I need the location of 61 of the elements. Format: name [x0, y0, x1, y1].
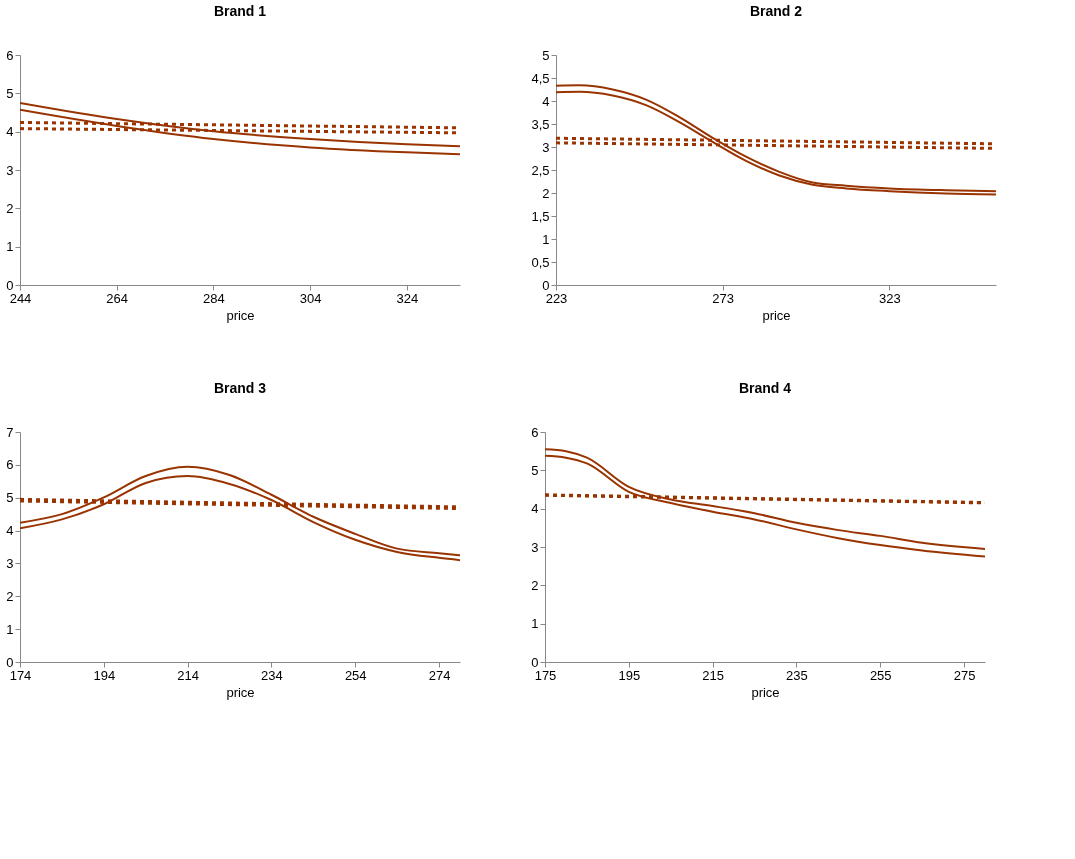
x-tick-label: 214: [177, 667, 199, 683]
x-tick-label: 324: [396, 290, 419, 306]
y-tick-label: 2: [542, 185, 550, 201]
x-tick-label: 234: [261, 667, 283, 683]
y-tick-label: 4: [542, 93, 550, 109]
y-tick-label: 5: [6, 85, 14, 101]
y-tick-label: 0,5: [531, 254, 550, 270]
y-tick-label: 1: [542, 231, 550, 247]
y-tick-label: 6: [531, 424, 539, 440]
y-tick-label: 0: [531, 654, 539, 670]
y-tick-label: 4: [6, 523, 14, 539]
x-axis-title: price: [762, 307, 791, 323]
x-tick-label: 195: [618, 667, 641, 683]
y-tick-label: 0: [542, 277, 550, 293]
y-tick-label: 0: [6, 654, 14, 670]
y-tick-label: 1: [6, 621, 14, 637]
x-tick-label: 264: [106, 290, 129, 306]
x-tick-label: 323: [878, 290, 901, 306]
chart-title: Brand 4: [738, 380, 792, 396]
x-tick-label: 215: [702, 667, 724, 683]
chart-title: Brand 2: [749, 3, 803, 19]
y-tick-label: 2: [531, 577, 539, 593]
x-tick-label: 194: [93, 667, 116, 683]
y-tick-label: 1: [6, 239, 14, 255]
y-tick-label: 6: [6, 457, 14, 473]
x-tick-label: 273: [712, 290, 735, 306]
y-tick-label: 1: [531, 616, 539, 632]
x-tick-label: 174: [9, 667, 32, 683]
x-axis-title: price: [226, 684, 255, 700]
y-tick-label: 4: [531, 501, 539, 517]
x-axis-title: price: [226, 307, 255, 323]
x-tick-label: 304: [299, 290, 322, 306]
chart-title: Brand 1: [213, 3, 267, 19]
y-tick-label: 4,5: [531, 70, 550, 86]
y-tick-label: 3: [531, 539, 539, 555]
y-tick-label: 6: [6, 47, 14, 63]
y-tick-label: 5: [6, 490, 14, 506]
x-tick-label: 175: [534, 667, 557, 683]
y-tick-label: 3: [542, 139, 550, 155]
x-tick-label: 254: [344, 667, 367, 683]
y-tick-label: 3: [6, 162, 14, 178]
y-tick-label: 4: [6, 124, 14, 140]
x-tick-label: 235: [786, 667, 808, 683]
x-tick-label: 255: [869, 667, 892, 683]
x-tick-label: 223: [545, 290, 568, 306]
y-tick-label: 1,5: [531, 208, 550, 224]
y-tick-label: 5: [542, 47, 550, 63]
x-tick-label: 275: [953, 667, 976, 683]
y-tick-label: 2,5: [531, 162, 550, 178]
x-tick-label: 274: [428, 667, 451, 683]
y-tick-label: 3,5: [531, 116, 550, 132]
x-tick-label: 284: [203, 290, 225, 306]
x-tick-label: 244: [9, 290, 32, 306]
y-tick-label: 5: [531, 462, 539, 478]
y-tick-label: 0: [6, 277, 14, 293]
y-tick-label: 2: [6, 588, 14, 604]
chart-title: Brand 3: [213, 380, 267, 396]
y-tick-label: 3: [6, 555, 14, 571]
y-tick-label: 7: [6, 424, 14, 440]
y-tick-label: 2: [6, 200, 14, 216]
x-axis-title: price: [751, 684, 780, 700]
